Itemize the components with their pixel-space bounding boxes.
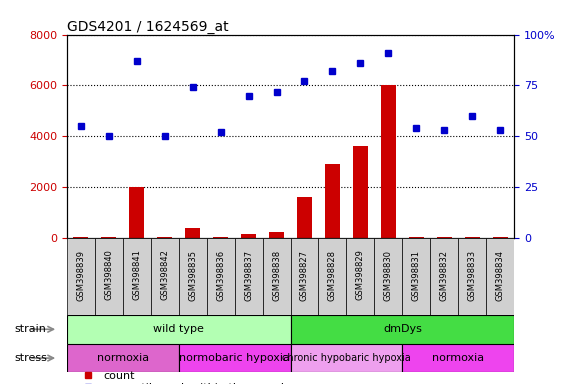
Bar [381, 86, 396, 238]
Bar [403, 238, 431, 315]
Bar [325, 164, 340, 238]
Text: stress: stress [15, 353, 48, 363]
Text: GSM398842: GSM398842 [160, 250, 169, 300]
Text: GSM398827: GSM398827 [300, 250, 309, 301]
Bar [290, 344, 403, 372]
Bar [207, 238, 235, 315]
Bar [346, 238, 374, 315]
Text: GSM398829: GSM398829 [356, 250, 365, 300]
Text: normoxia: normoxia [432, 353, 485, 363]
Text: dmDys: dmDys [383, 324, 422, 334]
Bar [318, 238, 346, 315]
Bar [67, 238, 95, 315]
Bar [458, 238, 486, 315]
Text: GSM398835: GSM398835 [188, 250, 197, 301]
Text: GSM398830: GSM398830 [384, 250, 393, 301]
Bar [403, 344, 514, 372]
Text: GSM398832: GSM398832 [440, 250, 449, 301]
Bar [436, 237, 452, 238]
Bar [179, 344, 290, 372]
Bar [431, 238, 458, 315]
Text: GSM398837: GSM398837 [244, 250, 253, 301]
Bar [95, 238, 123, 315]
Bar [150, 238, 179, 315]
Legend: count, percentile rank within the sample: count, percentile rank within the sample [73, 367, 296, 384]
Bar [493, 237, 508, 238]
Text: GSM398840: GSM398840 [104, 250, 113, 300]
Bar [297, 197, 312, 238]
Text: wild type: wild type [153, 324, 204, 334]
Bar [235, 238, 263, 315]
Bar [179, 238, 207, 315]
Bar [374, 238, 403, 315]
Text: normoxia: normoxia [96, 353, 149, 363]
Text: GSM398828: GSM398828 [328, 250, 337, 301]
Bar [408, 237, 424, 238]
Bar [67, 315, 290, 344]
Bar [353, 147, 368, 238]
Text: chronic hypobaric hypoxia: chronic hypobaric hypoxia [282, 353, 411, 363]
Bar [241, 234, 256, 238]
Bar [269, 232, 284, 238]
Bar [290, 238, 318, 315]
Bar [67, 344, 179, 372]
Bar [465, 237, 480, 238]
Bar [73, 237, 88, 238]
Text: GSM398836: GSM398836 [216, 250, 225, 301]
Bar [290, 315, 514, 344]
Bar [486, 238, 514, 315]
Text: GSM398833: GSM398833 [468, 250, 477, 301]
Text: GSM398839: GSM398839 [76, 250, 85, 301]
Bar [129, 187, 145, 238]
Text: normobaric hypoxia: normobaric hypoxia [179, 353, 290, 363]
Text: GSM398831: GSM398831 [412, 250, 421, 301]
Text: GDS4201 / 1624569_at: GDS4201 / 1624569_at [67, 20, 228, 33]
Bar [157, 237, 173, 238]
Text: GSM398841: GSM398841 [132, 250, 141, 300]
Text: GSM398838: GSM398838 [272, 250, 281, 301]
Bar [101, 237, 116, 238]
Bar [213, 237, 228, 238]
Bar [263, 238, 290, 315]
Bar [123, 238, 150, 315]
Text: GSM398834: GSM398834 [496, 250, 505, 301]
Bar [185, 228, 200, 238]
Text: strain: strain [15, 324, 46, 334]
